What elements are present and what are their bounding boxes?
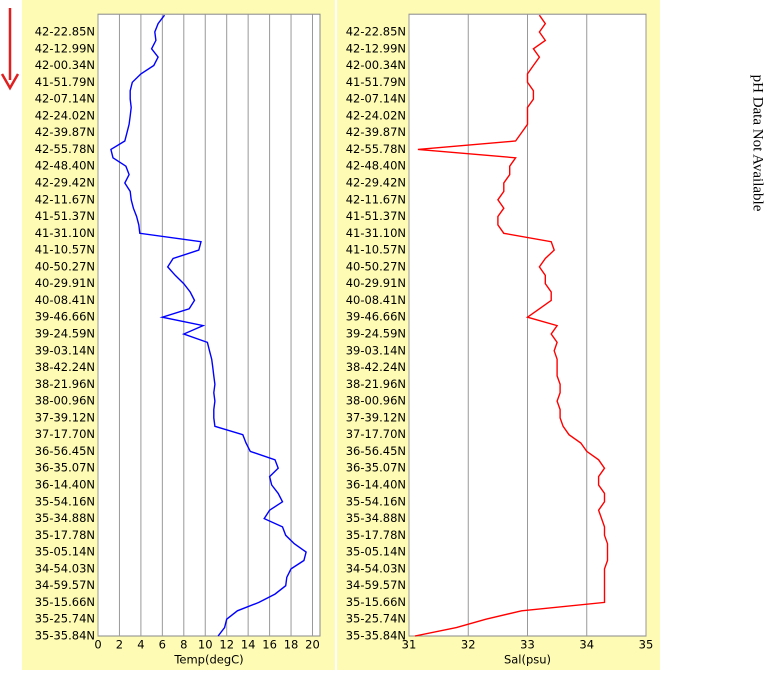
- y-tick-label: 35-25.74N: [35, 612, 95, 626]
- y-tick-label: 35-15.66N: [346, 595, 406, 609]
- x-tick-label: 34: [579, 638, 594, 652]
- y-tick-label: 42-55.78N: [346, 142, 406, 156]
- y-tick-label: 37-39.12N: [35, 410, 95, 424]
- y-tick-label: 40-50.27N: [346, 259, 406, 273]
- y-tick-label: 41-31.10N: [35, 226, 95, 240]
- y-tick-label: 41-51.37N: [35, 209, 95, 223]
- x-tick-label: 10: [198, 638, 213, 652]
- y-tick-label: 40-29.91N: [35, 276, 95, 290]
- y-tick-label: 35-17.78N: [35, 528, 95, 542]
- y-tick-label: 34-54.03N: [346, 561, 406, 575]
- x-tick-label: 16: [262, 638, 277, 652]
- y-tick-label: 35-25.74N: [346, 612, 406, 626]
- y-tick-label: 42-22.85N: [35, 24, 95, 38]
- x-axis-label: Sal(psu): [504, 653, 551, 667]
- y-tick-label: 36-35.07N: [35, 461, 95, 475]
- x-tick-label: 8: [180, 638, 187, 652]
- y-tick-label: 42-22.85N: [346, 24, 406, 38]
- y-tick-label: 42-00.34N: [346, 58, 406, 72]
- y-tick-label: 39-24.59N: [346, 326, 406, 340]
- y-tick-label: 42-12.99N: [35, 41, 95, 55]
- y-tick-label: 41-51.37N: [346, 209, 406, 223]
- y-tick-label: 37-17.70N: [346, 427, 406, 441]
- y-tick-label: 35-34.88N: [346, 511, 406, 525]
- x-tick-label: 33: [520, 638, 535, 652]
- y-tick-label: 35-35.84N: [35, 629, 95, 643]
- y-tick-label: 41-31.10N: [346, 226, 406, 240]
- y-tick-label: 42-00.34N: [35, 58, 95, 72]
- y-tick-label: 42-24.02N: [346, 108, 406, 122]
- y-tick-label: 39-46.66N: [346, 310, 406, 324]
- x-tick-label: 6: [159, 638, 166, 652]
- note: pH Data Not Available: [750, 75, 766, 212]
- y-tick-label: 42-11.67N: [346, 192, 406, 206]
- x-tick-label: 31: [402, 638, 417, 652]
- y-tick-label: 36-35.07N: [346, 461, 406, 475]
- y-tick-label: 39-24.59N: [35, 326, 95, 340]
- y-tick-label: 37-39.12N: [346, 410, 406, 424]
- direction-arrow: [0, 8, 20, 91]
- y-tick-label: 42-07.14N: [346, 92, 406, 106]
- y-tick-label: 34-54.03N: [35, 561, 95, 575]
- y-tick-label: 41-10.57N: [35, 243, 95, 257]
- y-tick-label: 42-29.42N: [35, 175, 95, 189]
- y-tick-label: 42-24.02N: [35, 108, 95, 122]
- x-tick-label: 0: [94, 638, 101, 652]
- y-tick-label: 35-54.16N: [35, 494, 95, 508]
- y-tick-label: 39-46.66N: [35, 310, 95, 324]
- y-tick-label: 40-08.41N: [35, 293, 95, 307]
- x-tick-label: 12: [219, 638, 234, 652]
- y-tick-label: 35-34.88N: [35, 511, 95, 525]
- y-tick-label: 35-17.78N: [346, 528, 406, 542]
- y-tick-label: 34-59.57N: [35, 578, 95, 592]
- x-axis-label: Temp(degC): [173, 653, 243, 667]
- y-tick-label: 36-56.45N: [35, 444, 95, 458]
- y-tick-label: 38-00.96N: [35, 394, 95, 408]
- y-tick-label: 39-03.14N: [35, 343, 95, 357]
- x-tick-label: 4: [137, 638, 144, 652]
- y-tick-label: 35-05.14N: [35, 545, 95, 559]
- y-tick-label: 40-29.91N: [346, 276, 406, 290]
- y-tick-label: 36-14.40N: [35, 477, 95, 491]
- y-tick-label: 42-55.78N: [35, 142, 95, 156]
- y-tick-label: 37-17.70N: [35, 427, 95, 441]
- y-tick-label: 41-51.79N: [35, 75, 95, 89]
- y-tick-label: 38-21.96N: [35, 377, 95, 391]
- y-tick-label: 42-39.87N: [35, 125, 95, 139]
- y-tick-label: 36-56.45N: [346, 444, 406, 458]
- y-tick-label: 38-42.24N: [35, 360, 95, 374]
- y-tick-label: 40-50.27N: [35, 259, 95, 273]
- y-tick-label: 42-11.67N: [35, 192, 95, 206]
- x-tick-label: 20: [305, 638, 320, 652]
- y-tick-label: 40-08.41N: [346, 293, 406, 307]
- y-tick-label: 42-48.40N: [35, 159, 95, 173]
- data-line: [110, 14, 307, 637]
- y-tick-label: 34-59.57N: [346, 578, 406, 592]
- y-tick-label: 42-12.99N: [346, 41, 406, 55]
- plot-area: [97, 13, 321, 637]
- y-tick-label: 42-07.14N: [35, 92, 95, 106]
- x-tick-label: 35: [639, 638, 654, 652]
- y-tick-label: 39-03.14N: [346, 343, 406, 357]
- y-tick-label: 38-21.96N: [346, 377, 406, 391]
- x-tick-label: 2: [116, 638, 123, 652]
- y-tick-label: 41-51.79N: [346, 75, 406, 89]
- y-tick-label: 35-05.14N: [346, 545, 406, 559]
- y-tick-label: 35-15.66N: [35, 595, 95, 609]
- y-tick-label: 41-10.57N: [346, 243, 406, 257]
- y-tick-label: 35-35.84N: [346, 629, 406, 643]
- y-tick-label: 35-54.16N: [346, 494, 406, 508]
- y-tick-label: 42-39.87N: [346, 125, 406, 139]
- data-line: [414, 14, 609, 637]
- y-tick-label: 38-42.24N: [346, 360, 406, 374]
- y-tick-label: 42-29.42N: [346, 175, 406, 189]
- x-tick-label: 14: [241, 638, 256, 652]
- y-tick-label: 42-48.40N: [346, 159, 406, 173]
- x-tick-label: 18: [284, 638, 299, 652]
- y-tick-label: 38-00.96N: [346, 394, 406, 408]
- x-tick-label: 32: [461, 638, 476, 652]
- y-tick-label: 36-14.40N: [346, 477, 406, 491]
